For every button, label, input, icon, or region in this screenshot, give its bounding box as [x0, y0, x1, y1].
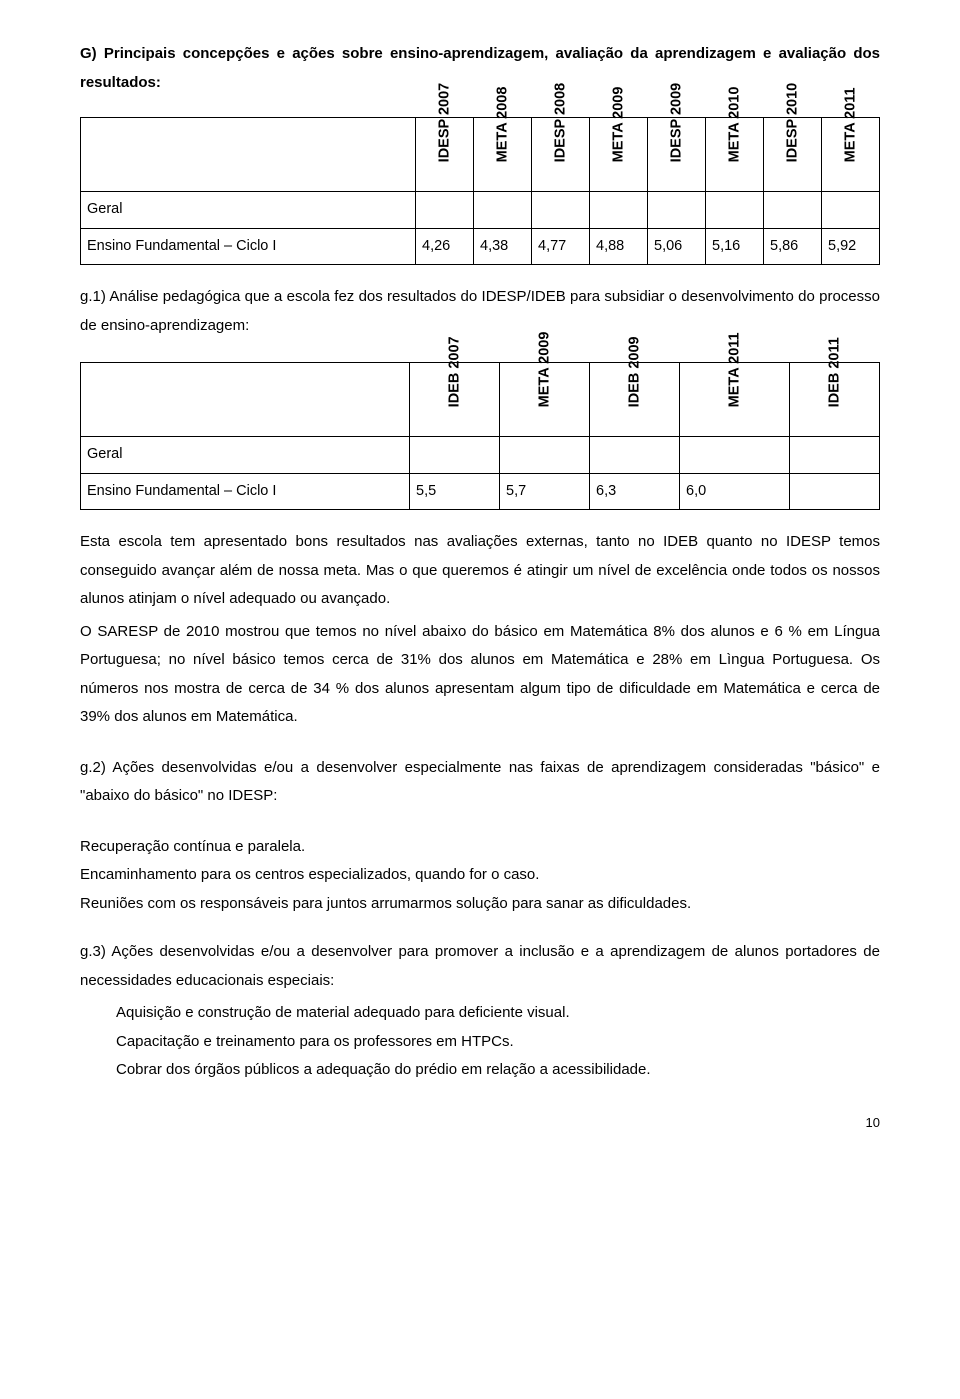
- table-header: IDESP 2010: [764, 118, 822, 192]
- rotated-header-label: META 2009: [536, 391, 553, 407]
- table-cell: 6,3: [590, 473, 680, 510]
- table-cell: [790, 437, 880, 474]
- table-row: Ensino Fundamental – Ciclo I 5,5 5,7 6,3…: [81, 473, 880, 510]
- list-item: Cobrar dos órgãos públicos a adequação d…: [80, 1056, 880, 1085]
- rotated-header-label: IDEB 2011: [826, 391, 843, 407]
- rotated-header-label: META 2010: [726, 146, 743, 162]
- table-row: Geral: [81, 192, 880, 229]
- list-item: Recuperação contínua e paralela.: [80, 833, 880, 862]
- rotated-header-label: IDESP 2007: [436, 146, 453, 162]
- table-cell: 5,06: [648, 228, 706, 265]
- list-item: Aquisição e construção de material adequ…: [80, 999, 880, 1028]
- table-header: META 2009: [590, 118, 648, 192]
- table-cell: 5,92: [822, 228, 880, 265]
- body-paragraph: Esta escola tem apresentado bons resulta…: [80, 528, 880, 614]
- table-header: IDESP 2008: [532, 118, 590, 192]
- table-cell: 5,86: [764, 228, 822, 265]
- rotated-header-label: IDEB 2009: [626, 391, 643, 407]
- table-cell: [532, 192, 590, 229]
- table-cell: 5,5: [410, 473, 500, 510]
- table-cell: [648, 192, 706, 229]
- table-cell: 4,38: [474, 228, 532, 265]
- table-cell: [590, 192, 648, 229]
- g2-list: Recuperação contínua e paralela. Encamin…: [80, 833, 880, 919]
- table-header: META 2011: [680, 363, 790, 437]
- table-header: META 2010: [706, 118, 764, 192]
- rotated-header-label: IDEB 2007: [446, 391, 463, 407]
- table-cell: [410, 437, 500, 474]
- table-cell: 4,26: [416, 228, 474, 265]
- list-item: Reuniões com os responsáveis para juntos…: [80, 890, 880, 919]
- table-cell: [680, 437, 790, 474]
- section-g-title: G) Principais concepções e ações sobre e…: [80, 40, 880, 97]
- list-item: Encaminhamento para os centros especiali…: [80, 861, 880, 890]
- table-cell: [590, 437, 680, 474]
- rotated-header-label: META 2008: [494, 146, 511, 162]
- table-cell: [706, 192, 764, 229]
- table-cell: [822, 192, 880, 229]
- rotated-header-label: IDESP 2008: [552, 146, 569, 162]
- table-header: IDESP 2009: [648, 118, 706, 192]
- table-cell-label: Geral: [81, 192, 416, 229]
- g3-text: g.3) Ações desenvolvidas e/ou a desenvol…: [80, 938, 880, 995]
- g2-text: g.2) Ações desenvolvidas e/ou a desenvol…: [80, 754, 880, 811]
- table-header: IDESP 2007: [416, 118, 474, 192]
- table-cell: [474, 192, 532, 229]
- table-cell: 4,77: [532, 228, 590, 265]
- table-header-empty: [81, 118, 416, 192]
- table-row: Geral: [81, 437, 880, 474]
- table-cell: [790, 473, 880, 510]
- table-row: IDEB 2007 META 2009 IDEB 2009 META 2011 …: [81, 363, 880, 437]
- table-cell: 5,16: [706, 228, 764, 265]
- rotated-header-label: META 2011: [726, 391, 743, 407]
- table-header: IDEB 2007: [410, 363, 500, 437]
- table-header-empty: [81, 363, 410, 437]
- table-header: META 2011: [822, 118, 880, 192]
- table-cell: [416, 192, 474, 229]
- table-row: Ensino Fundamental – Ciclo I 4,26 4,38 4…: [81, 228, 880, 265]
- page-number: 10: [80, 1111, 880, 1136]
- table-cell: 5,7: [500, 473, 590, 510]
- table-cell: 6,0: [680, 473, 790, 510]
- list-item: Capacitação e treinamento para os profes…: [80, 1028, 880, 1057]
- table-cell-label: Ensino Fundamental – Ciclo I: [81, 228, 416, 265]
- table-row: IDESP 2007 META 2008 IDESP 2008 META 200…: [81, 118, 880, 192]
- table-cell: [764, 192, 822, 229]
- table-cell: 4,88: [590, 228, 648, 265]
- table-header: META 2009: [500, 363, 590, 437]
- rotated-header-label: META 2009: [610, 146, 627, 162]
- rotated-header-label: META 2011: [842, 146, 859, 162]
- rotated-header-label: IDESP 2009: [668, 146, 685, 162]
- table-cell-label: Ensino Fundamental – Ciclo I: [81, 473, 410, 510]
- table-header: META 2008: [474, 118, 532, 192]
- table-cell: [500, 437, 590, 474]
- table-cell-label: Geral: [81, 437, 410, 474]
- table-header: IDEB 2011: [790, 363, 880, 437]
- table-header: IDEB 2009: [590, 363, 680, 437]
- body-paragraph: O SARESP de 2010 mostrou que temos no ní…: [80, 618, 880, 732]
- rotated-header-label: IDESP 2010: [784, 146, 801, 162]
- table-ideb: IDEB 2007 META 2009 IDEB 2009 META 2011 …: [80, 362, 880, 510]
- table-idesp: IDESP 2007 META 2008 IDESP 2008 META 200…: [80, 117, 880, 265]
- g3-list: Aquisição e construção de material adequ…: [80, 999, 880, 1085]
- g1-text: g.1) Análise pedagógica que a escola fez…: [80, 283, 880, 340]
